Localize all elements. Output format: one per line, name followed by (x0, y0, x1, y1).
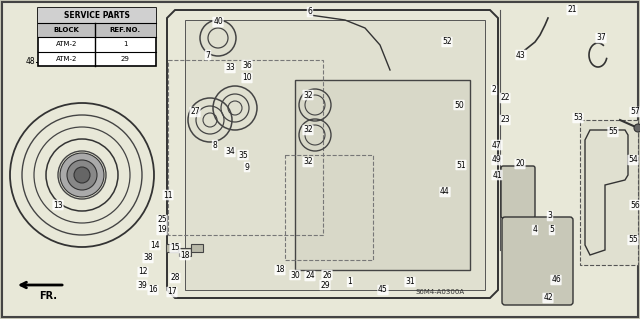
Text: 29: 29 (121, 56, 130, 62)
Text: 44: 44 (440, 188, 450, 197)
Circle shape (60, 153, 104, 197)
Bar (295, 80, 470, 270)
Text: 33: 33 (225, 63, 235, 72)
FancyBboxPatch shape (502, 217, 573, 305)
Text: 18: 18 (180, 250, 189, 259)
Circle shape (67, 160, 97, 190)
Text: 4: 4 (532, 226, 538, 234)
Text: 1: 1 (348, 278, 353, 286)
Text: 25: 25 (157, 216, 167, 225)
Text: ATM-2: ATM-2 (56, 56, 77, 62)
Text: 24: 24 (305, 271, 315, 280)
Text: 32: 32 (303, 91, 313, 100)
Bar (580, 120, 638, 265)
Text: 11: 11 (163, 190, 173, 199)
Text: 9: 9 (244, 162, 250, 172)
Text: 42: 42 (543, 293, 553, 302)
Bar (166, 244, 178, 252)
Text: 46: 46 (551, 276, 561, 285)
Text: 16: 16 (148, 286, 158, 294)
Text: 20: 20 (515, 160, 525, 168)
Text: 43: 43 (516, 50, 526, 60)
Text: ATM-2: ATM-2 (56, 41, 77, 47)
Text: 55: 55 (608, 128, 618, 137)
Text: 39: 39 (137, 280, 147, 290)
Text: 17: 17 (167, 287, 177, 296)
Text: SERVICE PARTS: SERVICE PARTS (64, 11, 130, 20)
Text: 22: 22 (500, 93, 509, 102)
Text: 55: 55 (628, 235, 638, 244)
Text: FR.: FR. (39, 291, 57, 301)
Circle shape (74, 167, 90, 183)
Text: 8: 8 (212, 140, 218, 150)
Circle shape (634, 124, 640, 132)
Text: 15: 15 (170, 243, 180, 253)
Text: 1: 1 (123, 41, 127, 47)
Text: 23: 23 (500, 115, 510, 124)
Text: 40: 40 (213, 18, 223, 26)
Text: 56: 56 (630, 201, 640, 210)
Text: 7: 7 (205, 50, 211, 60)
Text: 6: 6 (308, 8, 312, 17)
Text: 36: 36 (242, 61, 252, 70)
Text: 32: 32 (303, 158, 313, 167)
Text: 48: 48 (25, 57, 35, 66)
Text: S6M4-A0300A: S6M4-A0300A (415, 289, 464, 295)
Text: 30: 30 (290, 271, 300, 279)
Bar (168, 60, 323, 235)
FancyBboxPatch shape (501, 166, 535, 218)
Text: 38: 38 (143, 254, 153, 263)
Text: 3: 3 (548, 211, 552, 220)
Text: 5: 5 (550, 226, 554, 234)
Text: 21: 21 (567, 5, 577, 14)
Text: 12: 12 (138, 268, 148, 277)
Text: 19: 19 (157, 226, 167, 234)
Bar (185, 20, 485, 290)
Bar (38, 8, 156, 23)
Bar (38, 8, 156, 66)
Text: 2: 2 (492, 85, 497, 94)
Text: 28: 28 (170, 273, 180, 283)
Text: 49: 49 (492, 155, 502, 165)
Text: 45: 45 (378, 286, 388, 294)
Text: 29: 29 (320, 280, 330, 290)
Text: 32: 32 (303, 125, 313, 135)
Text: 54: 54 (628, 155, 638, 165)
Text: 47: 47 (492, 140, 502, 150)
Text: 34: 34 (225, 147, 235, 157)
Text: 52: 52 (442, 38, 452, 47)
Text: 57: 57 (630, 108, 640, 116)
Text: 53: 53 (573, 114, 583, 122)
Bar (38, 23, 156, 37)
Text: 26: 26 (322, 271, 332, 279)
Text: BLOCK: BLOCK (53, 27, 79, 33)
Text: 41: 41 (492, 170, 502, 180)
Text: 37: 37 (596, 33, 606, 42)
Text: 18: 18 (275, 265, 285, 275)
Text: REF.NO.: REF.NO. (109, 27, 141, 33)
Text: 14: 14 (150, 241, 160, 249)
Text: 31: 31 (405, 278, 415, 286)
Text: 13: 13 (53, 201, 63, 210)
Text: 27: 27 (190, 108, 200, 116)
Text: 10: 10 (242, 73, 252, 83)
Bar (191, 244, 203, 252)
Text: 50: 50 (454, 100, 464, 109)
Bar (179, 248, 191, 256)
Text: 35: 35 (238, 151, 248, 160)
Text: 51: 51 (456, 160, 466, 169)
Bar (285, 155, 373, 260)
